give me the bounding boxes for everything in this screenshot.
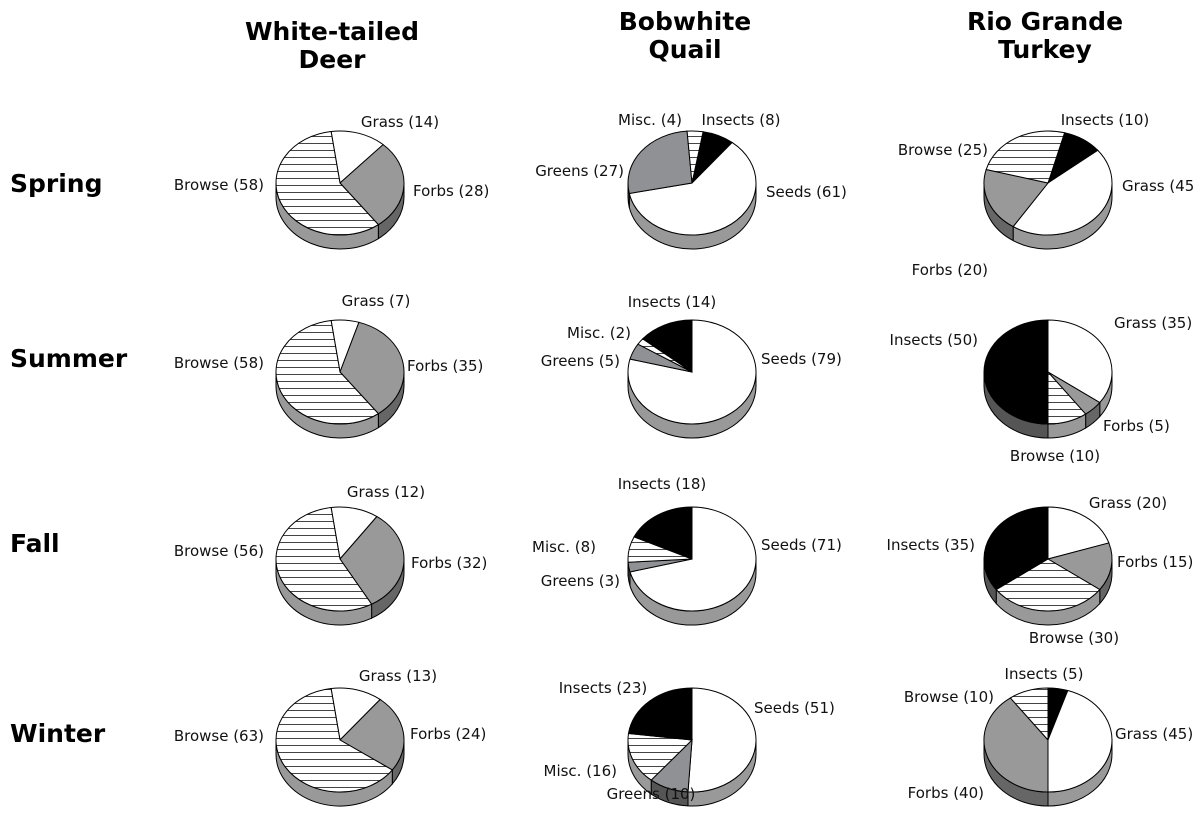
- pie-slice-insects: [627, 687, 693, 741]
- pie-bobwhite-quail-spring: Insects (8) Seeds (61) Greens (27) Misc. (4…: [535, 111, 847, 250]
- slice-label-forbs: Forbs (24): [410, 725, 486, 743]
- pie-slice-forbs: [983, 697, 1049, 793]
- slice-label-browse: Browse (58): [174, 176, 264, 194]
- pie-slice-insects: [641, 319, 693, 373]
- slice-label-seeds: Seeds (51): [754, 699, 835, 717]
- pie-slice-forbs: [983, 168, 1049, 228]
- slice-label-grass: Grass (20): [1089, 494, 1167, 512]
- slice-label-insects: Insects (8): [702, 111, 781, 129]
- slice-label-insects: Insects (5): [1005, 665, 1084, 683]
- slice-label-seeds: Seeds (71): [761, 536, 842, 554]
- slice-label-grass: Grass (12): [347, 483, 425, 501]
- pie-slice-greens: [627, 130, 693, 195]
- column-title-deer: White-tailed Deer: [245, 17, 419, 74]
- slice-label-grass: Grass (35): [1114, 314, 1192, 332]
- pie-slice-insects: [633, 506, 693, 560]
- pie-slice-browse: [275, 506, 373, 612]
- slice-label-forbs: Forbs (20): [912, 261, 988, 279]
- slice-label-grass: Grass (7): [342, 292, 411, 310]
- slice-label-misc: Misc. (2): [567, 324, 631, 342]
- column-title-quail: Bobwhite Quail: [619, 7, 752, 64]
- slice-label-misc: Misc. (4): [618, 111, 682, 129]
- slice-label-insects: Insects (35): [887, 536, 975, 554]
- pie-white-tailed-deer-winter: Grass (13) Forbs (24) Browse (63): [174, 667, 486, 807]
- slice-label-grass: Grass (45): [1122, 177, 1193, 195]
- slice-label-browse: Browse (30): [1029, 629, 1119, 647]
- pie-slice-grass: [1047, 689, 1113, 793]
- row-title-spring: Spring: [10, 169, 103, 198]
- pie-slice-seeds: [687, 687, 757, 793]
- pie-rio-grande-turkey-fall: Grass (20) Forbs (15) Browse (30) Insects (…: [887, 494, 1193, 647]
- pie-slice-forbs: [339, 143, 405, 226]
- slice-label-browse: Browse (10): [1010, 447, 1100, 465]
- pie-slice-seeds: [629, 506, 757, 612]
- row-title-fall: Fall: [10, 529, 60, 558]
- slice-label-forbs: Forbs (40): [908, 784, 984, 802]
- slice-label-greens: Greens (3): [541, 572, 620, 590]
- pie-slice-grass: [330, 130, 384, 184]
- slice-label-seeds: Seeds (79): [761, 350, 842, 368]
- pie-slice-misc: [686, 130, 704, 184]
- slice-label-forbs: Forbs (15): [1117, 553, 1193, 571]
- slice-label-grass: Grass (13): [359, 667, 437, 685]
- pie-slice-browse: [275, 687, 394, 793]
- slice-label-forbs: Forbs (35): [407, 357, 483, 375]
- slice-label-seeds: Seeds (61): [766, 183, 847, 201]
- slice-label-insects: Insects (50): [890, 331, 978, 349]
- pie-slice-browse: [985, 130, 1066, 184]
- pie-slice-grass: [1012, 149, 1113, 236]
- slice-label-browse: Browse (10): [904, 688, 994, 706]
- pie-slice-insects: [983, 506, 1049, 591]
- slice-label-greens: Greens (10): [607, 785, 696, 803]
- pie-slice-browse: [275, 130, 380, 236]
- pies-layer: Grass (14) Forbs (28) Browse (58) Insects (…: [174, 111, 1193, 807]
- pie-slice-seeds: [628, 141, 757, 236]
- pie-slice-insects: [983, 319, 1049, 425]
- pie-slice-browse: [1009, 687, 1049, 742]
- pie-white-tailed-deer-spring: Grass (14) Forbs (28) Browse (58): [174, 113, 489, 250]
- slice-label-greens: Greens (5): [541, 352, 620, 370]
- slice-label-forbs: Forbs (5): [1103, 417, 1170, 435]
- pie-bobwhite-quail-winter: Seeds (51) Greens (10) Misc. (16) Insects (…: [544, 679, 835, 807]
- pie-slice-forbs: [1046, 542, 1113, 591]
- pie-slice-browse: [995, 558, 1101, 612]
- slice-label-misc: Misc. (16): [544, 762, 618, 780]
- slice-label-misc: Misc. (8): [532, 538, 596, 556]
- pie-slice-forbs: [339, 321, 405, 415]
- row-title-winter: Winter: [10, 719, 106, 748]
- pie-bobwhite-quail-fall: Seeds (71) Greens (3) Misc. (8) Insects (18…: [532, 475, 842, 626]
- pie-slice-forbs: [339, 515, 405, 605]
- slice-label-insects: Insects (10): [1061, 111, 1149, 129]
- slice-label-forbs: Forbs (32): [411, 554, 487, 572]
- slice-label-browse: Browse (58): [174, 354, 264, 372]
- slice-label-insects: Insects (23): [559, 679, 647, 697]
- slice-label-browse: Browse (25): [898, 141, 988, 159]
- slice-label-forbs: Forbs (28): [413, 182, 489, 200]
- slice-label-grass: Grass (45): [1115, 725, 1193, 743]
- slice-label-insects: Insects (14): [628, 293, 716, 311]
- pie-white-tailed-deer-summer: Grass (7) Forbs (35) Browse (58): [174, 292, 483, 439]
- pie-rio-grande-turkey-spring: Insects (10) Grass (45) Forbs (20) Browse (…: [898, 111, 1193, 279]
- slice-label-greens: Greens (27): [535, 162, 624, 180]
- pie-slice-grass: [1047, 506, 1110, 560]
- pie-rio-grande-turkey-summer: Grass (35) Forbs (5)Browse (10) Insects (5…: [890, 314, 1193, 465]
- pie-slice-grass: [1047, 319, 1113, 404]
- pie-slice-misc: [627, 732, 694, 781]
- pie-bobwhite-quail-summer: Seeds (79) Greens (5) Misc. (2) Insects (14…: [541, 293, 842, 439]
- row-title-summer: Summer: [10, 344, 128, 373]
- column-title-turkey: Rio Grande Turkey: [967, 7, 1123, 64]
- slice-label-grass: Grass (14): [361, 113, 439, 131]
- pie-slice-browse: [275, 319, 380, 425]
- slice-label-insects: Insects (18): [618, 475, 706, 493]
- slice-label-browse: Browse (63): [174, 727, 264, 745]
- pie-rio-grande-turkey-winter: Grass (45) Forbs (40) Browse (10) Insects (…: [904, 665, 1193, 807]
- slice-label-browse: Browse (56): [174, 542, 264, 560]
- pie-slice-forbs: [339, 698, 405, 771]
- pie-white-tailed-deer-fall: Grass (12) Forbs (32) Browse (56): [174, 483, 487, 626]
